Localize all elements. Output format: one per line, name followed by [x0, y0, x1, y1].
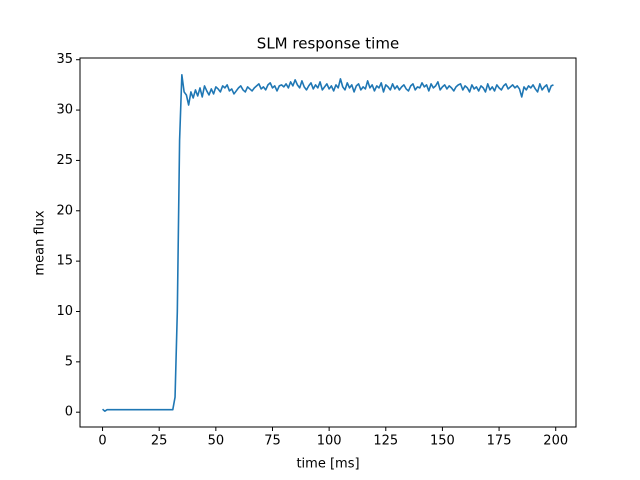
y-tick-label: 10 — [56, 304, 73, 319]
x-tick-label: 75 — [264, 434, 281, 449]
y-tick-label: 35 — [56, 52, 73, 67]
y-tick-label: 5 — [65, 354, 73, 369]
data-line — [102, 74, 554, 412]
x-tick-label: 150 — [430, 434, 455, 449]
x-tick-label: 50 — [208, 434, 225, 449]
plot-frame — [79, 57, 577, 428]
y-tick-label: 15 — [56, 254, 73, 269]
x-tick-label: 100 — [317, 434, 342, 449]
x-tick-label: 25 — [151, 434, 168, 449]
x-tick-label: 200 — [543, 434, 568, 449]
x-tick-label: 175 — [487, 434, 512, 449]
y-tick-label: 0 — [65, 405, 73, 420]
y-tick-label: 20 — [56, 203, 73, 218]
x-tick-label: 125 — [373, 434, 398, 449]
x-tick-label: 0 — [98, 434, 106, 449]
y-tick-label: 30 — [56, 103, 73, 118]
y-axis-label: mean flux — [33, 210, 48, 275]
y-tick-label: 25 — [56, 153, 73, 168]
chart-title: SLM response time — [257, 35, 399, 53]
x-axis-label: time [ms] — [296, 457, 359, 472]
